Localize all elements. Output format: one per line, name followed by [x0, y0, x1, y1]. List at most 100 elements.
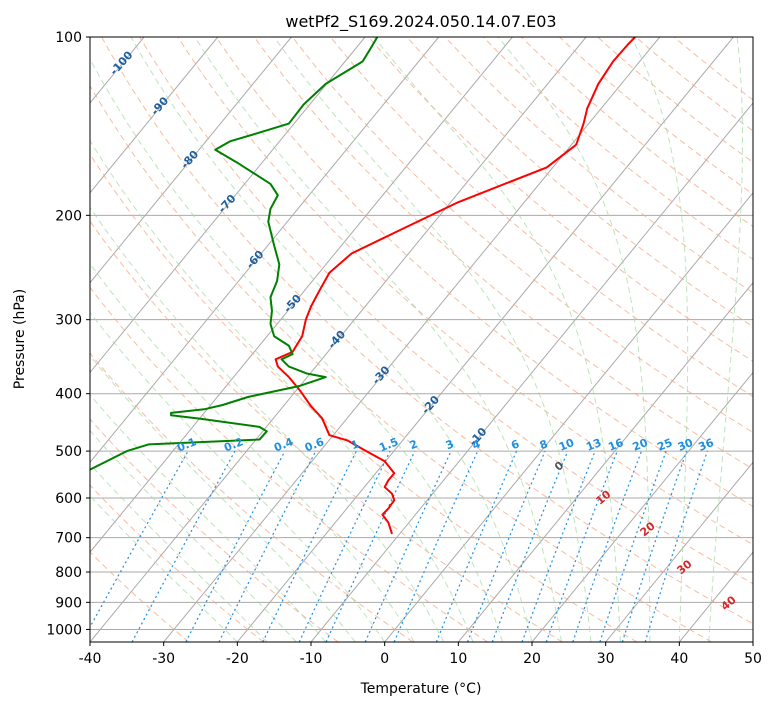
- dry-adiabat-line: [520, 37, 753, 228]
- x-tick-label: 30: [597, 651, 615, 667]
- x-tick-label: -10: [300, 651, 323, 667]
- moist-adiabats: [90, 37, 744, 642]
- dry-adiabat-line: [291, 37, 753, 433]
- mixing-ratio-lines: [90, 450, 709, 642]
- mixing-ratio-label: 16: [606, 436, 625, 454]
- moist-adiabat-line: [90, 354, 356, 642]
- y-axis-label: Pressure (hPa): [12, 289, 28, 389]
- moist-adiabat-line: [90, 139, 474, 642]
- moist-adiabat-line: [90, 262, 415, 642]
- plot-frame: [89, 36, 754, 643]
- mixing-ratio-label: 2: [408, 437, 420, 452]
- isobar-gridlines: [90, 37, 753, 630]
- isotherm-line: [90, 37, 513, 553]
- y-tick-label: 1000: [46, 622, 82, 638]
- isotherm-line: [457, 281, 753, 642]
- mixing-ratio-line: [218, 450, 317, 642]
- mixing-ratio-line: [262, 450, 357, 642]
- dry-adiabat-line: [90, 418, 339, 642]
- moist-adiabat-line: [497, 37, 651, 642]
- dry-adiabat-line: [368, 37, 753, 362]
- x-tick-label: 10: [449, 651, 467, 667]
- x-tick-label: 20: [523, 651, 541, 667]
- mixing-ratio-label: 8: [538, 437, 550, 452]
- x-tick-label: -20: [226, 651, 249, 667]
- moist-adiabat-line: [90, 206, 445, 642]
- y-tick-label: 500: [55, 444, 82, 460]
- isotherm-line: [163, 37, 661, 642]
- y-tick-label: 600: [55, 491, 82, 507]
- mixing-ratio-label: 36: [697, 436, 716, 454]
- dry-adiabat-line: [444, 37, 753, 294]
- isotherm-line: [90, 37, 366, 374]
- y-tick-label: 700: [55, 531, 82, 547]
- isotherm-line: [605, 461, 753, 642]
- chart-title: wetPf2_S169.2024.050.14.07.E03: [285, 12, 556, 32]
- mixing-ratio-line: [621, 450, 688, 642]
- x-tick-label: 0: [380, 651, 389, 667]
- y-tick-label: 200: [55, 208, 82, 224]
- isotherm-line: [90, 37, 587, 642]
- y-axis-ticks: 100 200 300 400 500 600 700 800 900 1000: [46, 30, 90, 638]
- mixing-ratio-label: 1: [349, 437, 361, 452]
- mixing-ratio-line: [393, 450, 479, 642]
- mixing-ratio-label: 3: [444, 437, 456, 452]
- mixing-ratio-label: 25: [655, 436, 674, 454]
- y-tick-label: 400: [55, 387, 82, 403]
- x-axis-ticks: -40 -30 -20 -10 0 10 20 30 40 50: [79, 642, 762, 667]
- isotherm-line: [310, 102, 753, 642]
- dry-adiabat-line: [139, 37, 753, 585]
- mixing-ratio-line: [90, 450, 189, 629]
- y-tick-label: 800: [55, 565, 82, 581]
- x-tick-label: -30: [152, 651, 175, 667]
- dry-adiabat-line: [90, 220, 563, 642]
- mixing-ratio-line: [131, 450, 236, 642]
- moist-adiabat-line: [90, 58, 504, 642]
- dry-adiabat-line: [90, 484, 264, 642]
- dry-adiabats: [90, 37, 753, 642]
- moist-adiabat-line: [273, 37, 592, 642]
- temperature-trace: [274, 37, 636, 535]
- isotherm-line: [384, 192, 753, 642]
- moist-adiabat-line: [130, 37, 533, 642]
- y-tick-label: 300: [55, 313, 82, 329]
- moist-adiabat-line: [90, 495, 238, 642]
- moist-adiabat-line: [194, 37, 562, 642]
- x-tick-label: -40: [79, 651, 102, 667]
- isotherm-line: [90, 37, 219, 194]
- isotherm-line: [531, 371, 753, 642]
- dry-adiabat-line: [101, 37, 753, 625]
- mixing-ratio-label: 30: [676, 436, 695, 454]
- dry-adiabat-line: [177, 37, 753, 546]
- mixing-ratio-line: [298, 450, 391, 642]
- moist-adiabat-line: [631, 37, 689, 642]
- dry-adiabat-line: [90, 153, 638, 642]
- mixing-ratio-line: [185, 450, 286, 642]
- isotherm-line: [236, 37, 734, 642]
- isotherm-line: [90, 37, 440, 464]
- mixing-ratio-label: 20: [631, 436, 650, 454]
- mixing-ratio-label: 10: [557, 436, 576, 454]
- mixing-ratio-label: 13: [584, 436, 603, 454]
- mixing-ratio-line: [644, 450, 709, 642]
- dry-adiabat-line: [330, 37, 753, 398]
- dry-adiabat-line: [482, 37, 753, 260]
- x-tick-label: 50: [744, 651, 762, 667]
- y-tick-label: 100: [55, 30, 82, 46]
- dewpoint-trace: [90, 37, 379, 471]
- skewed-isotherms: [90, 37, 753, 642]
- x-tick-label: 40: [670, 651, 688, 667]
- mixing-ratio-line: [491, 450, 569, 642]
- x-axis-label: Temperature (°C): [360, 681, 482, 697]
- mixing-ratio-line: [599, 450, 667, 642]
- isotherm-line: [90, 37, 292, 284]
- mixing-ratio-line: [466, 450, 546, 642]
- mixing-ratio-line: [521, 450, 596, 642]
- moist-adiabat-line: [373, 37, 621, 642]
- mixing-ratio-line: [364, 450, 452, 642]
- sounding-traces: [90, 37, 636, 535]
- dry-adiabat-line: [90, 84, 712, 642]
- moist-adiabat-line: [708, 37, 744, 642]
